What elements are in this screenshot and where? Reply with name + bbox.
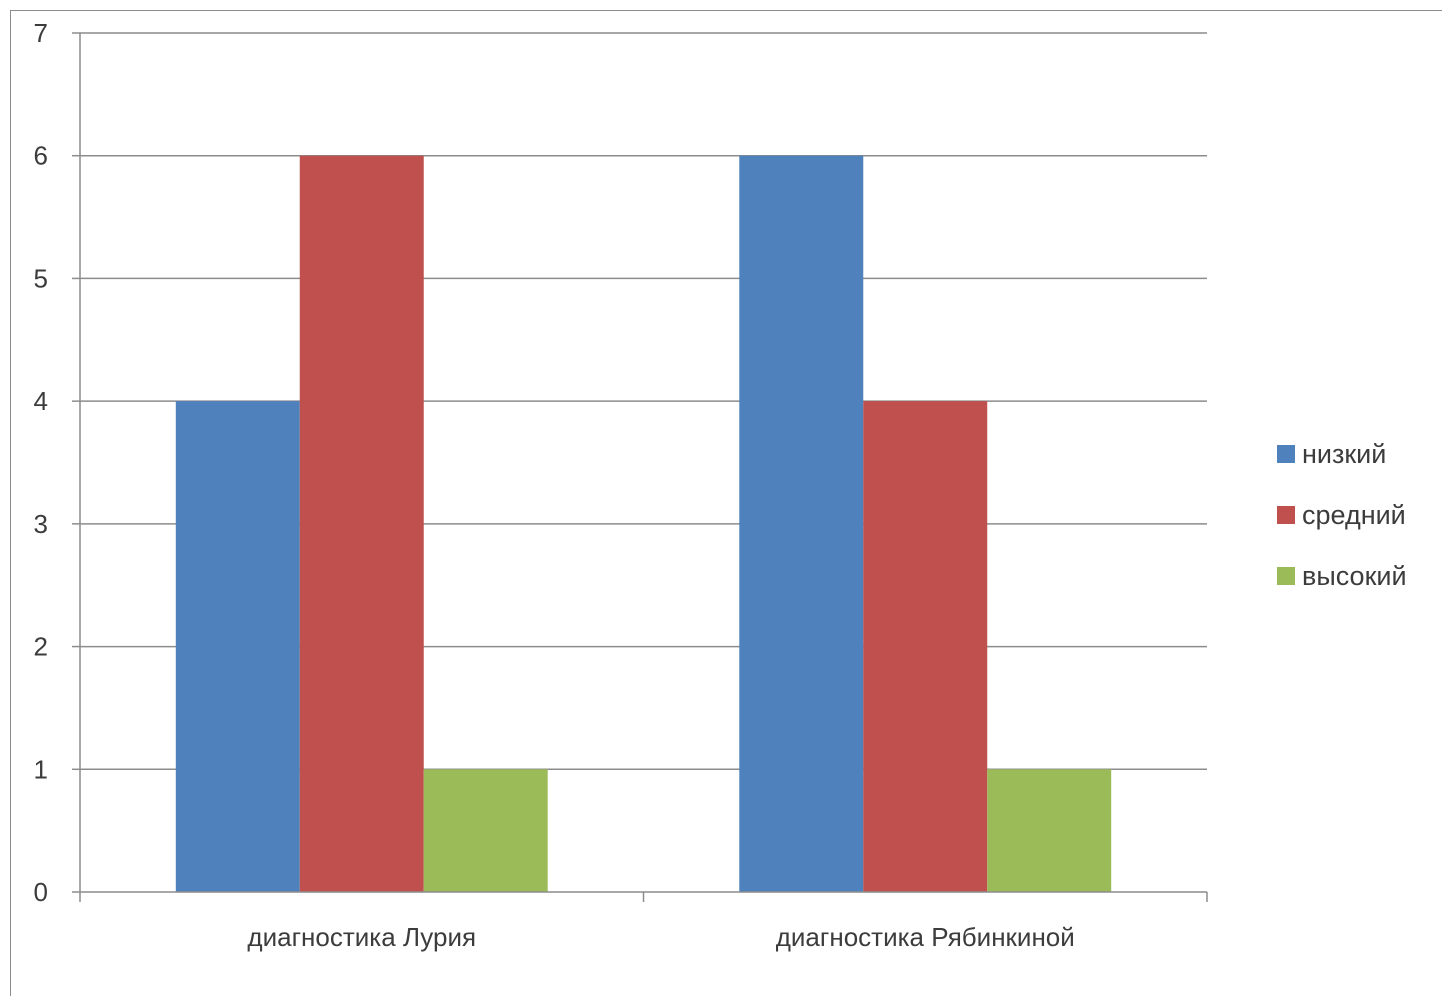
y-tick-labels: 0 1 2 3 4 5 6 7 <box>34 18 48 907</box>
legend-label: средний <box>1302 500 1406 530</box>
axes <box>72 32 1208 902</box>
bar-высокий <box>987 769 1112 892</box>
y-tick-label: 7 <box>34 18 48 48</box>
bar-средний <box>863 401 988 892</box>
bar-низкий <box>175 401 300 892</box>
y-tick-label: 5 <box>34 263 48 293</box>
legend: низкий средний высокий <box>1277 439 1407 591</box>
bar-средний <box>299 155 424 892</box>
y-tick-label: 1 <box>34 754 48 784</box>
x-category-label: диагностика Рябинкиной <box>776 922 1075 952</box>
legend-swatch-средний <box>1277 506 1295 524</box>
legend-swatch-высокий <box>1277 567 1295 585</box>
legend-label: высокий <box>1302 561 1407 591</box>
y-tick-label: 0 <box>34 877 48 907</box>
legend-label: низкий <box>1302 439 1386 469</box>
y-tick-label: 4 <box>34 386 48 416</box>
x-category-label: диагностика Лурия <box>247 922 476 952</box>
y-tick-label: 3 <box>34 509 48 539</box>
bar-низкий <box>739 155 864 892</box>
x-category-labels: диагностика Лурия диагностика Рябинкиной <box>247 922 1074 952</box>
y-tick-label: 2 <box>34 632 48 662</box>
y-tick-label: 6 <box>34 141 48 171</box>
bar-высокий <box>423 769 548 892</box>
legend-swatch-низкий <box>1277 445 1295 463</box>
bars <box>175 155 1112 892</box>
